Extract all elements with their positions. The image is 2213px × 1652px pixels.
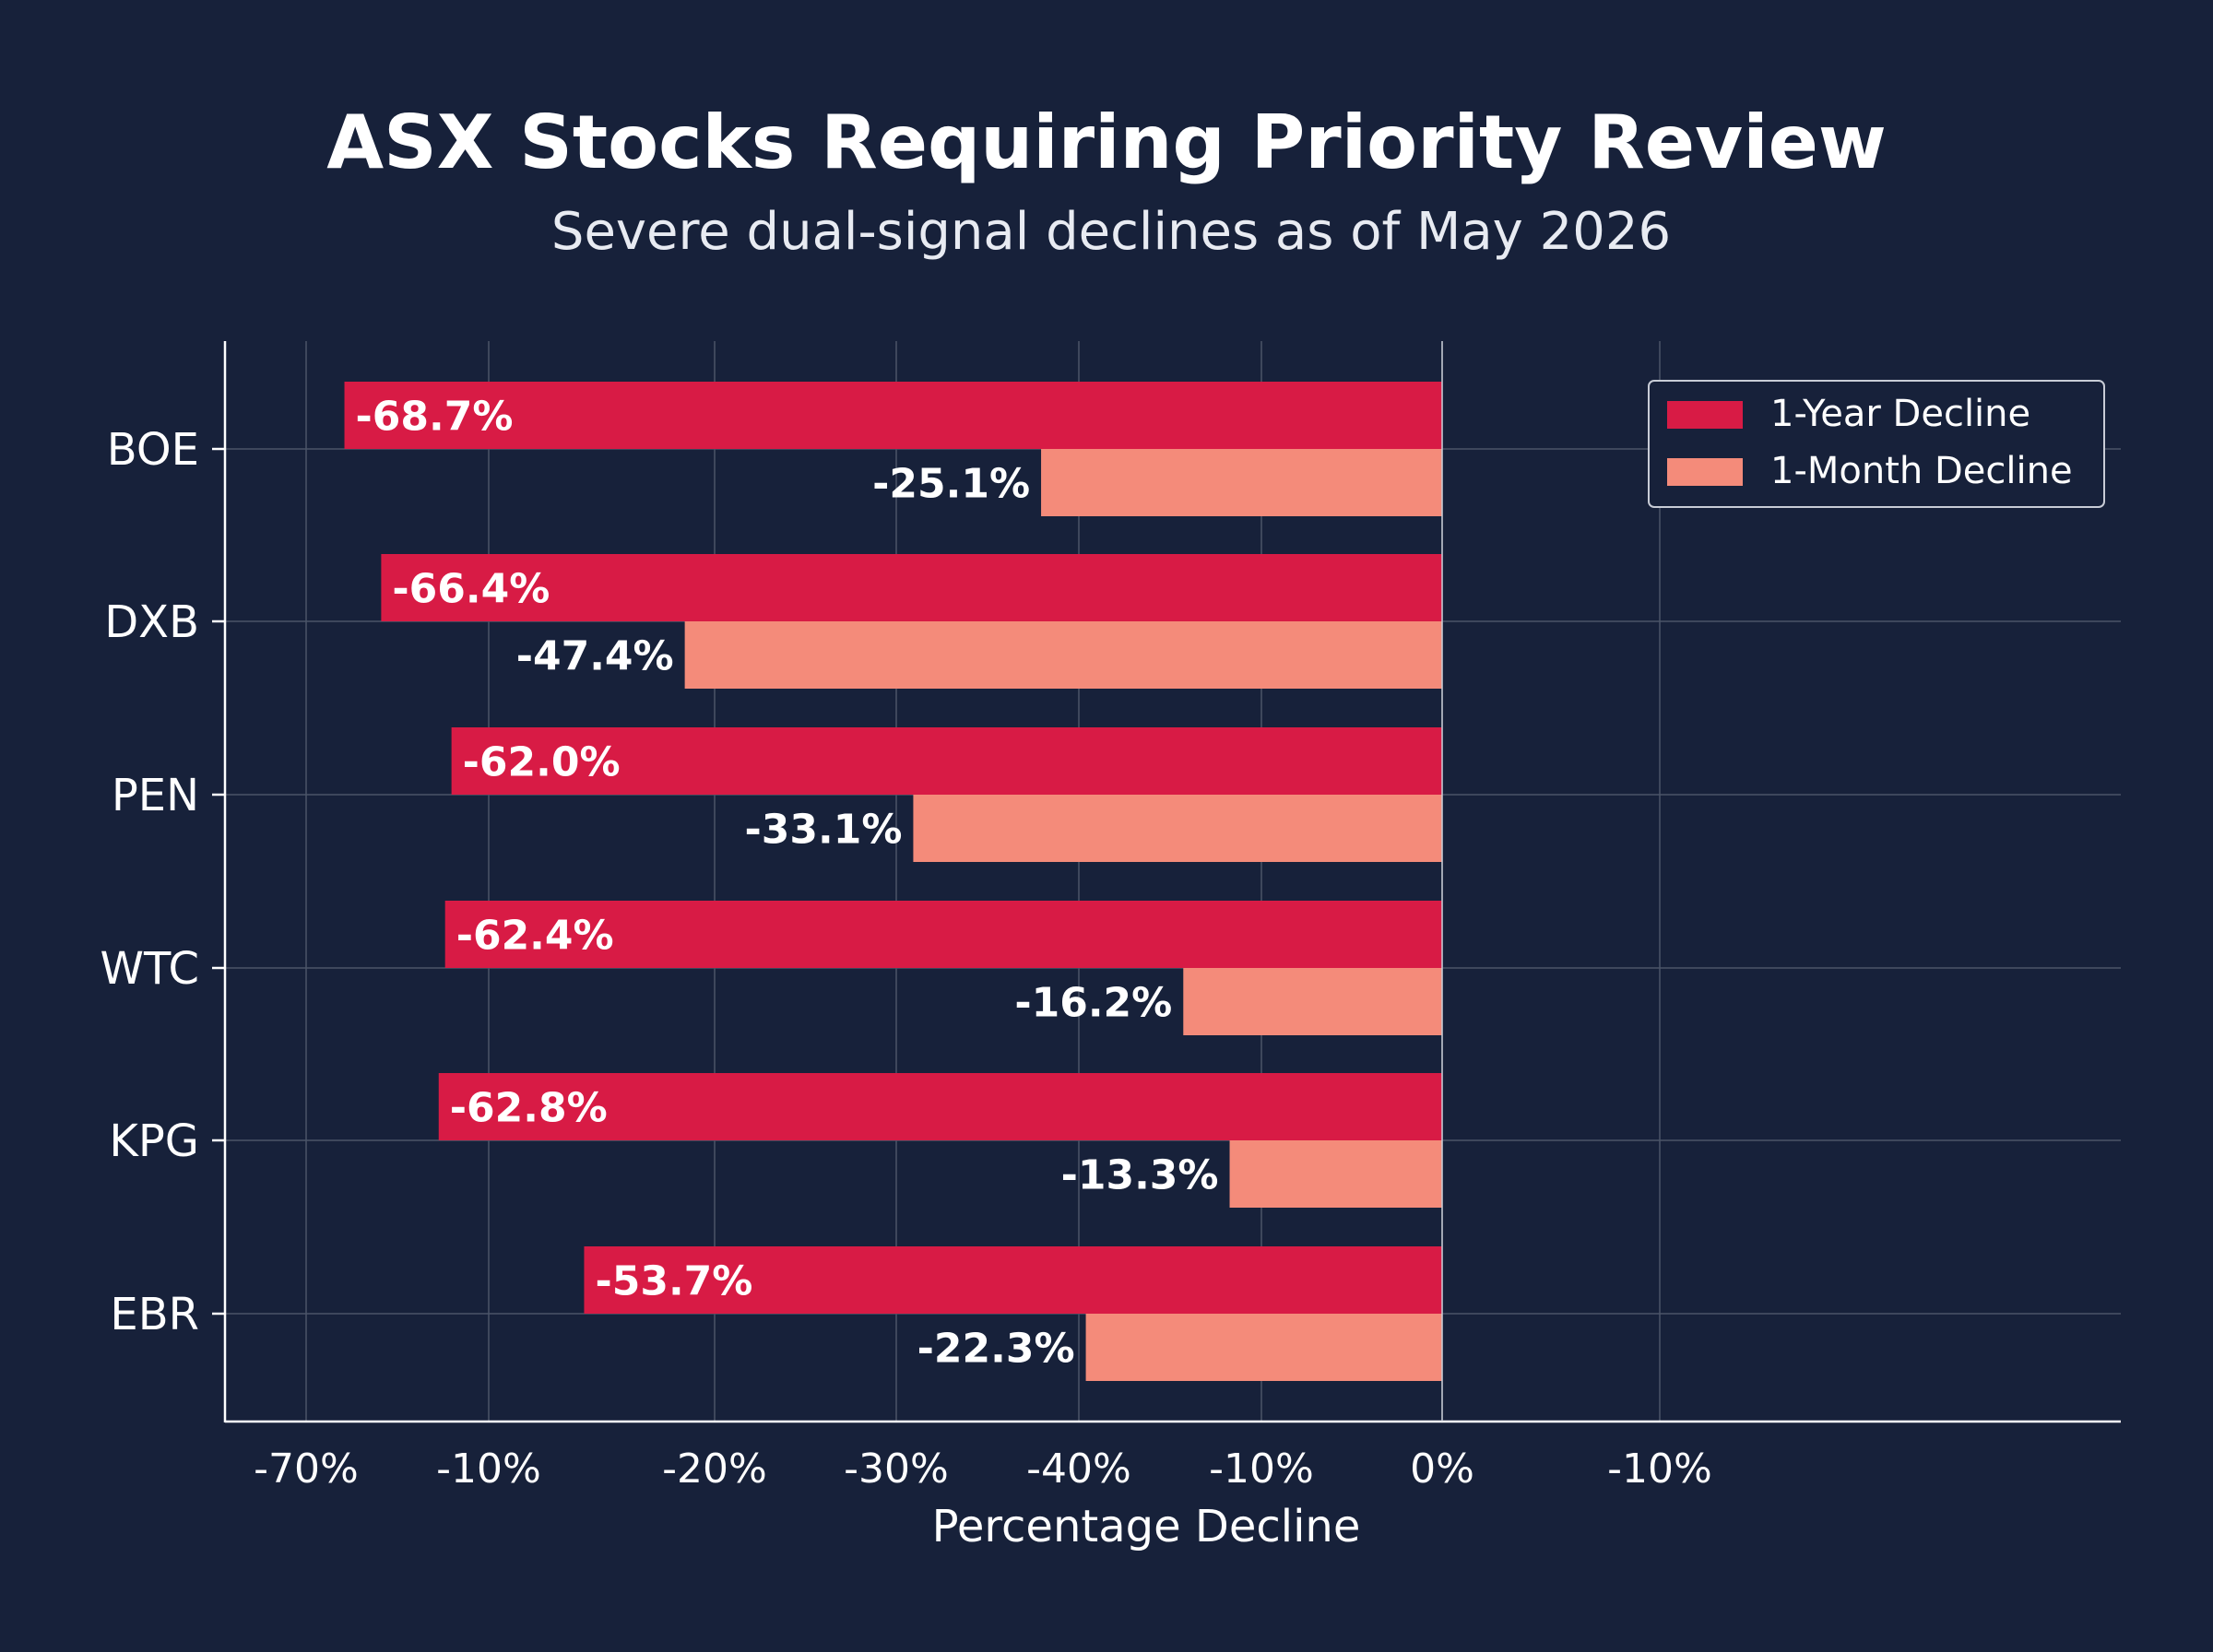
x-tick-label-2: -20% [662, 1446, 767, 1493]
legend-box [1648, 380, 2105, 508]
legend-label-1-month: 1-Month Decline [1770, 450, 2073, 492]
data-labels: -68.7% -25.1% -66.4% -47.4% -62.0% -33.1% -62.… [356, 394, 1219, 1373]
y-tick-label-wtc: WTC [101, 943, 199, 995]
chart-title: ASX Stocks Requiring Priority Review [326, 100, 1887, 185]
value-label-1-month-boe: -25.1% [872, 461, 1030, 508]
x-tick-label-3: -30% [844, 1446, 949, 1493]
y-tick-label-kpg: KPG [109, 1115, 199, 1167]
legend-label-1-year: 1-Year Decline [1770, 393, 2030, 435]
bar-1-year-kpg [438, 1073, 1442, 1140]
y-tick-label-boe: BOE [107, 424, 199, 476]
value-label-1-month-wtc: -16.2% [1014, 980, 1172, 1027]
x-tick-label-0: -70% [254, 1446, 359, 1493]
value-label-1-year-pen: -62.0% [463, 739, 621, 786]
value-label-1-month-kpg: -13.3% [1061, 1152, 1219, 1199]
bar-1-month-wtc [1183, 968, 1442, 1035]
y-tick-label-dxb: DXB [104, 596, 199, 648]
x-tick-label-4: -40% [1026, 1446, 1131, 1493]
axes: BOE DXB PEN WTC KPG EBR -70% -10% -20% -30% -40% -1… [101, 341, 2121, 1493]
bar-1-month-boe [1041, 449, 1442, 516]
x-axis-label: Percentage Decline [932, 1501, 1361, 1552]
x-tick-label-7: -10% [1607, 1446, 1712, 1493]
legend-swatch-1-month [1667, 458, 1743, 486]
bar-1-month-dxb [684, 621, 1442, 689]
bar-1-year-pen [451, 727, 1443, 795]
value-label-1-year-wtc: -62.4% [456, 913, 614, 960]
x-tick-label-6: 0% [1410, 1446, 1474, 1493]
value-label-1-year-boe: -68.7% [356, 394, 514, 441]
bar-1-month-ebr [1085, 1314, 1442, 1381]
legend-swatch-1-year [1667, 401, 1743, 429]
legend: 1-Year Decline 1-Month Decline [1648, 380, 2105, 508]
y-tick-label-pen: PEN [112, 770, 199, 821]
value-label-1-month-pen: -33.1% [745, 807, 903, 854]
y-tick-label-ebr: EBR [110, 1289, 199, 1340]
chart-subtitle: Severe dual-signal declines as of May 20… [551, 202, 1671, 262]
bars [344, 382, 1443, 1381]
bar-1-month-kpg [1229, 1140, 1442, 1208]
bar-1-year-boe [344, 382, 1443, 449]
bar-1-year-wtc [444, 901, 1442, 968]
x-tick-label-1: -10% [436, 1446, 541, 1493]
value-label-1-year-dxb: -66.4% [392, 566, 550, 613]
bar-1-year-dxb [381, 554, 1443, 621]
x-tick-label-5: -10% [1209, 1446, 1314, 1493]
value-label-1-year-ebr: -53.7% [595, 1258, 752, 1305]
value-label-1-month-dxb: -47.4% [516, 633, 674, 680]
bar-1-year-ebr [584, 1246, 1442, 1314]
value-label-1-year-kpg: -62.8% [450, 1085, 608, 1132]
bar-1-month-pen [913, 795, 1442, 862]
value-label-1-month-ebr: -22.3% [917, 1326, 1075, 1373]
